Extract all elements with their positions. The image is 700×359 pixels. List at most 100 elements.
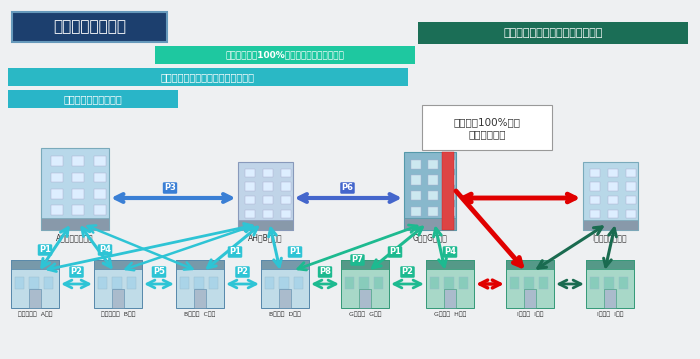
Bar — [41, 218, 109, 230]
Bar — [412, 191, 421, 200]
Bar — [29, 289, 41, 308]
Bar — [263, 196, 273, 204]
Bar — [281, 196, 290, 204]
Bar — [281, 169, 290, 177]
Bar — [590, 196, 600, 204]
Bar — [626, 182, 636, 191]
Bar — [619, 277, 628, 289]
Bar — [590, 182, 600, 191]
Text: P1: P1 — [39, 246, 51, 255]
Text: 事業者間遠隔点呼: 事業者間遠隔点呼 — [53, 19, 127, 34]
Bar — [245, 196, 255, 204]
Text: P4: P4 — [99, 246, 111, 255]
Bar — [8, 68, 408, 86]
Bar — [72, 173, 84, 182]
Bar — [281, 210, 290, 218]
Bar — [428, 206, 438, 216]
Text: P8: P8 — [319, 267, 331, 276]
Bar — [404, 218, 456, 230]
Text: B営業所  C車庫: B営業所 C車庫 — [184, 311, 216, 317]
Bar — [582, 220, 638, 230]
Bar — [445, 206, 454, 216]
Text: P2: P2 — [237, 267, 248, 276]
Text: B営業所  D車庫: B営業所 D車庫 — [269, 311, 301, 317]
Bar — [237, 220, 293, 230]
Bar — [209, 277, 218, 289]
Bar — [418, 22, 688, 44]
Bar — [281, 182, 290, 191]
Bar — [590, 169, 600, 177]
Bar — [506, 260, 554, 308]
Text: 資本関係100%未満
資本関係なし: 資本関係100%未満 資本関係なし — [454, 117, 521, 139]
Bar — [12, 12, 167, 42]
Bar — [15, 277, 24, 289]
Bar — [43, 277, 53, 289]
Bar — [608, 210, 618, 218]
Text: 法人またぎ（100%資本関係必須）遠隔点呼: 法人またぎ（100%資本関係必須）遠隔点呼 — [225, 51, 344, 60]
Bar — [626, 196, 636, 204]
Bar — [279, 289, 290, 308]
Text: 同一営業所内遠隔点呼: 同一営業所内遠隔点呼 — [64, 94, 122, 104]
Bar — [94, 260, 142, 269]
Bar — [608, 196, 618, 204]
Bar — [608, 169, 618, 177]
Bar — [524, 289, 536, 308]
Bar — [444, 277, 454, 289]
Bar — [261, 260, 309, 308]
Bar — [50, 156, 63, 166]
Bar — [94, 173, 106, 182]
Bar — [626, 169, 636, 177]
Bar — [94, 260, 142, 308]
Bar — [412, 176, 421, 185]
Bar — [194, 277, 204, 289]
Bar — [94, 156, 106, 166]
Bar — [458, 277, 468, 289]
Bar — [506, 260, 554, 269]
Text: A社　本社営業所: A社 本社営業所 — [56, 233, 94, 242]
Bar — [428, 160, 438, 169]
Bar — [359, 277, 369, 289]
Text: 資本関係のない企業との遠隔点呼: 資本関係のない企業との遠隔点呼 — [503, 28, 603, 38]
Bar — [590, 210, 600, 218]
Bar — [445, 191, 454, 200]
Bar — [404, 152, 456, 230]
Bar — [608, 182, 618, 191]
Bar — [263, 210, 273, 218]
Bar — [155, 46, 415, 64]
Text: P4: P4 — [444, 247, 456, 256]
Bar — [430, 277, 440, 289]
Bar — [374, 277, 383, 289]
Bar — [445, 176, 454, 185]
Bar — [94, 189, 106, 199]
Text: P3: P3 — [164, 183, 176, 192]
Bar — [98, 277, 107, 289]
Bar — [8, 90, 178, 108]
Bar — [112, 289, 124, 308]
Bar — [586, 260, 634, 308]
Bar — [538, 277, 548, 289]
Bar — [359, 289, 371, 308]
Bar — [237, 162, 293, 230]
Bar — [279, 277, 289, 289]
Bar — [72, 156, 84, 166]
Bar — [341, 260, 389, 269]
Bar — [510, 277, 519, 289]
Text: G営業所  H車庫: G営業所 H車庫 — [434, 311, 466, 317]
Bar — [524, 277, 534, 289]
Bar — [72, 189, 84, 199]
Text: I営業所  I車庫: I営業所 I車庫 — [596, 311, 623, 317]
Bar — [428, 191, 438, 200]
Text: P1: P1 — [289, 247, 301, 256]
Bar — [29, 277, 38, 289]
Text: 同一法人内　営業所またぎ遠隔点呼: 同一法人内 営業所またぎ遠隔点呼 — [161, 72, 255, 82]
Bar — [245, 169, 255, 177]
Text: P5: P5 — [153, 267, 165, 276]
Bar — [50, 205, 63, 215]
Text: G社　G営業所: G社 G営業所 — [412, 233, 447, 242]
Text: P1: P1 — [229, 247, 241, 256]
Text: G営業所  G車庫: G営業所 G車庫 — [349, 311, 382, 317]
Bar — [245, 210, 255, 218]
Bar — [50, 173, 63, 182]
Bar — [72, 205, 84, 215]
Bar — [176, 260, 224, 269]
